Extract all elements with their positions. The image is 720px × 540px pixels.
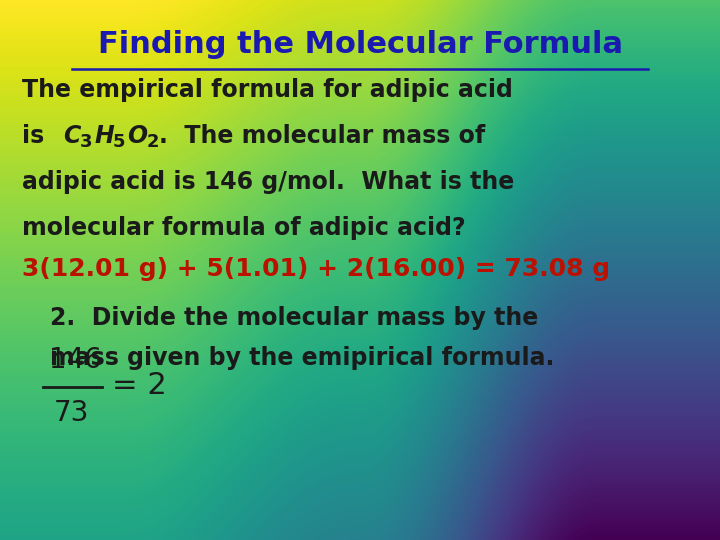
Text: C: C	[63, 124, 81, 148]
Text: mass given by the emipirical formula.: mass given by the emipirical formula.	[50, 346, 555, 370]
Text: adipic acid is 146 g/mol.  What is the: adipic acid is 146 g/mol. What is the	[22, 170, 514, 194]
Text: 73: 73	[53, 400, 89, 428]
Text: Finding the Molecular Formula: Finding the Molecular Formula	[97, 30, 623, 59]
Text: molecular formula of adipic acid?: molecular formula of adipic acid?	[22, 216, 465, 240]
Text: 3: 3	[80, 133, 92, 151]
Text: H: H	[94, 124, 114, 148]
Text: = 2: = 2	[112, 371, 166, 400]
Text: 3(12.01 g) + 5(1.01) + 2(16.00) = 73.08 g: 3(12.01 g) + 5(1.01) + 2(16.00) = 73.08 …	[22, 257, 610, 281]
Text: 2.  Divide the molecular mass by the: 2. Divide the molecular mass by the	[50, 306, 539, 329]
Text: 2: 2	[146, 133, 158, 151]
Text: O: O	[127, 124, 147, 148]
Text: .  The molecular mass of: . The molecular mass of	[159, 124, 485, 148]
Text: 146: 146	[49, 346, 102, 374]
Text: is: is	[22, 124, 52, 148]
Text: The empirical formula for adipic acid: The empirical formula for adipic acid	[22, 78, 513, 102]
Text: 5: 5	[112, 133, 125, 151]
